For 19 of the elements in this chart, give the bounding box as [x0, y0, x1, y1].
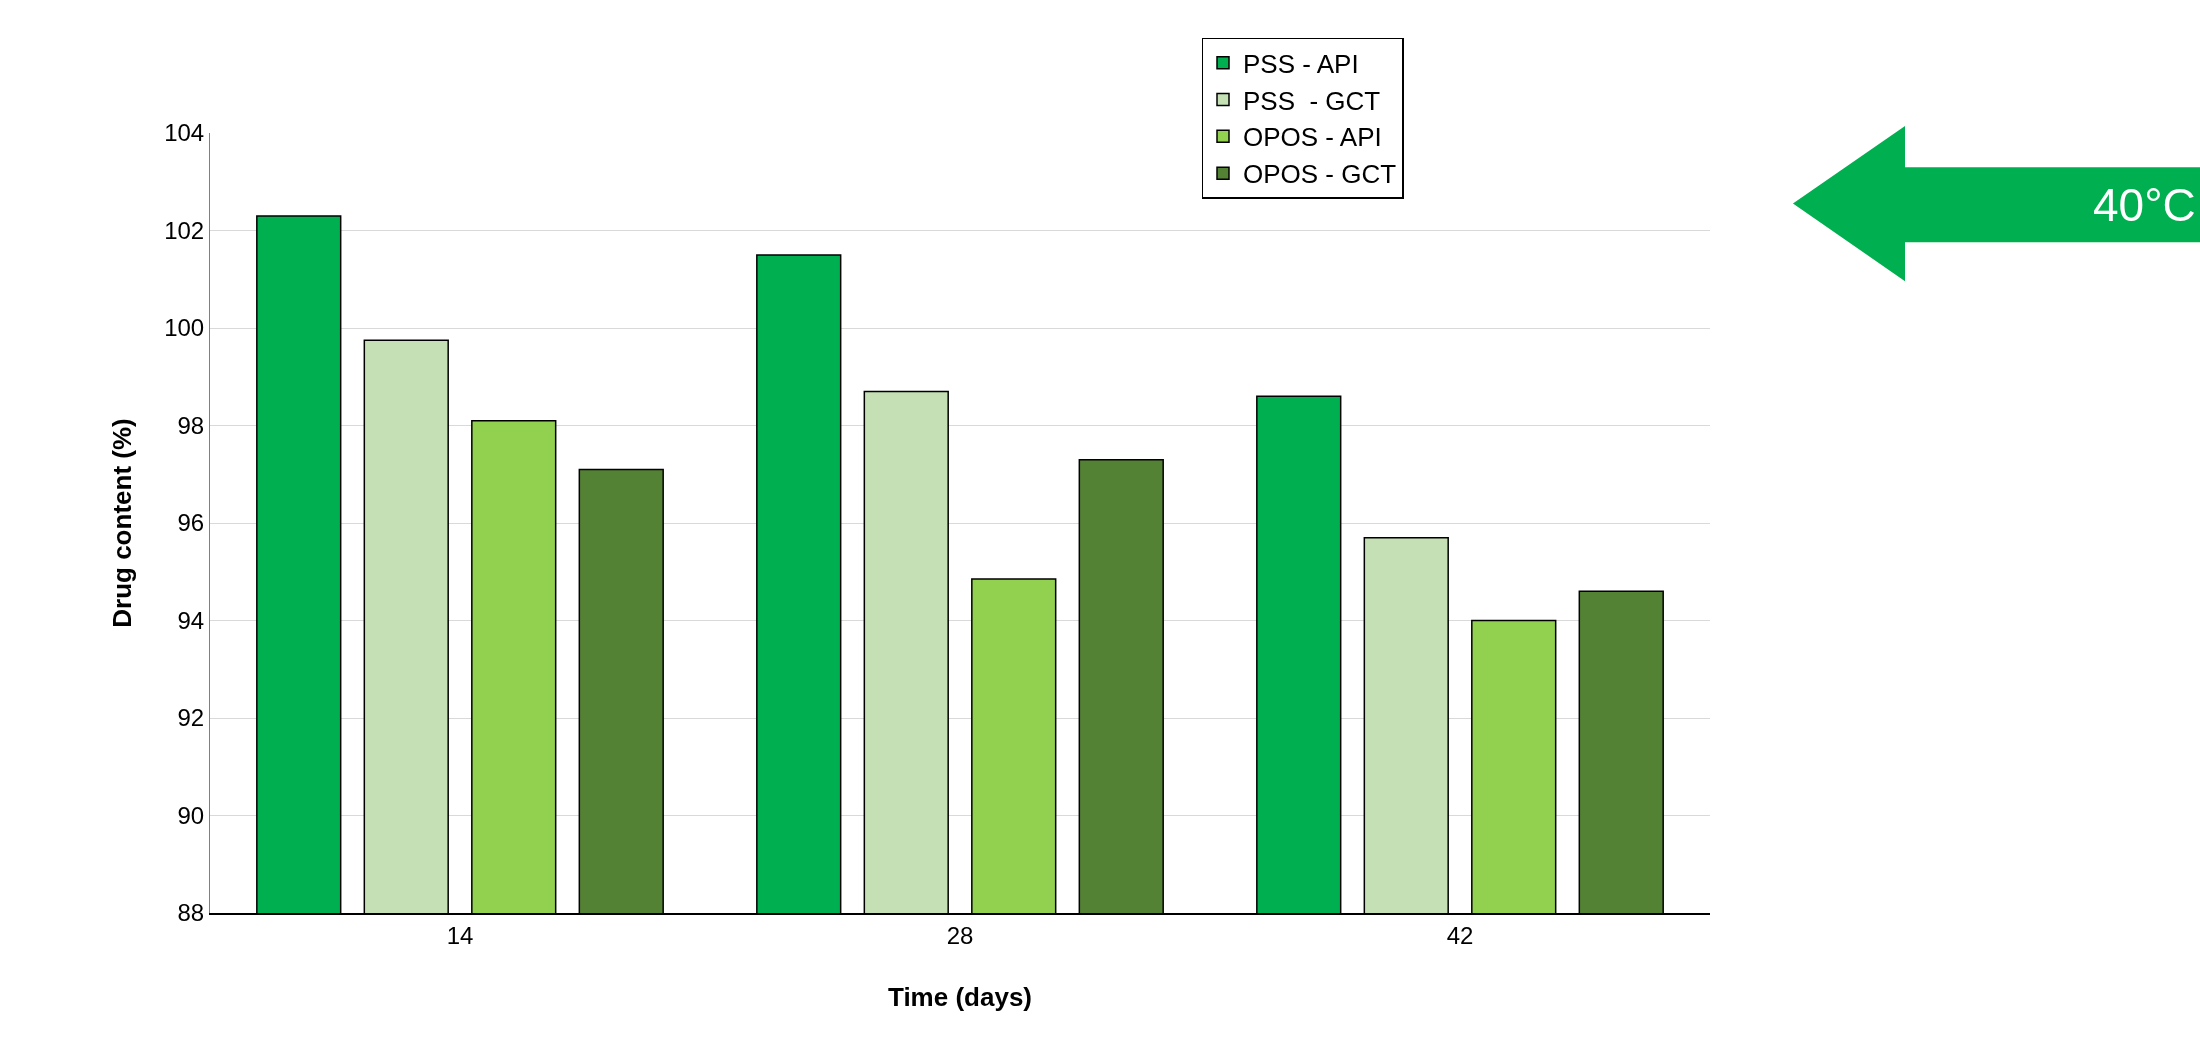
y-tick-label: 88: [177, 899, 205, 927]
x-tick-label: 14: [446, 921, 474, 949]
legend-label: OPOS - GCT: [1243, 159, 1397, 190]
legend-label: PSS - API: [1243, 48, 1359, 79]
y-tick-label: 102: [164, 216, 205, 244]
legend-label: OPOS - API: [1243, 122, 1382, 153]
y-axis-title: Drug content (%): [106, 418, 137, 628]
y-tick-label: 90: [177, 801, 205, 829]
y-tick-label: 104: [164, 119, 205, 147]
y-tick-label: 94: [177, 606, 205, 634]
text: 40°C: [2093, 179, 2196, 231]
y-tick-label: 98: [177, 411, 205, 439]
x-axis-title: Time (days): [887, 981, 1033, 1012]
y-tick-label: 96: [177, 509, 205, 537]
y-tick-label: 100: [164, 314, 205, 342]
y-tick-label: 92: [177, 704, 205, 732]
legend-label: PSS - GCT: [1243, 85, 1381, 116]
x-tick-label: 42: [1446, 921, 1474, 949]
x-tick-label: 28: [946, 921, 974, 949]
